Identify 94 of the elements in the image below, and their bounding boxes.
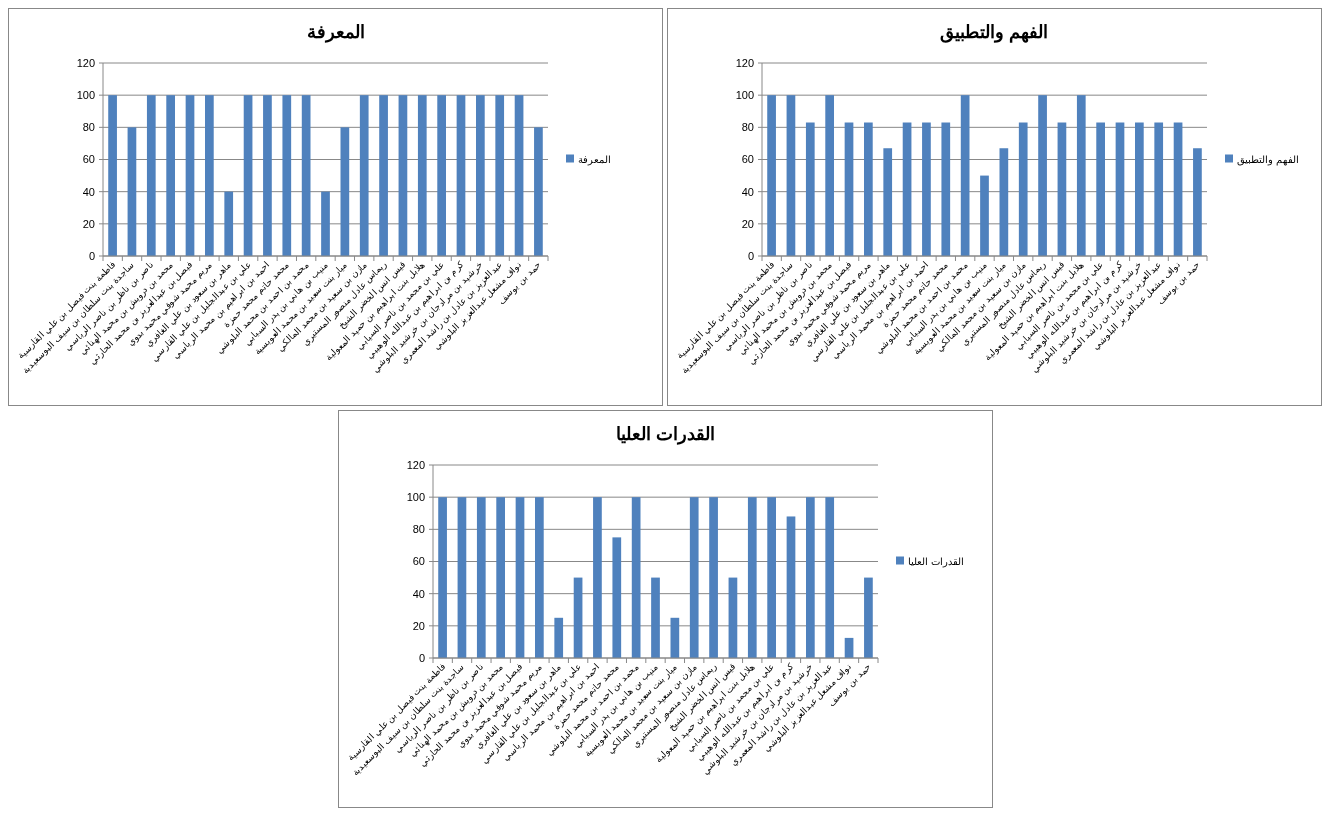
- bar: [767, 95, 776, 256]
- bar: [417, 95, 427, 256]
- bar: [398, 95, 408, 256]
- y-tick-label: 120: [406, 458, 425, 471]
- bar: [1134, 122, 1144, 256]
- bar: [457, 497, 467, 658]
- bar: [437, 95, 446, 256]
- bar: [1096, 122, 1105, 256]
- bar: [825, 95, 835, 256]
- y-tick-label: 100: [76, 89, 95, 102]
- bar: [883, 148, 893, 256]
- bar: [476, 497, 486, 658]
- bar: [651, 577, 660, 658]
- y-tick-label: 60: [82, 153, 95, 166]
- y-tick-label: 0: [418, 651, 425, 664]
- bar: [301, 95, 311, 256]
- y-tick-label: 100: [406, 491, 425, 504]
- bar: [689, 497, 699, 658]
- y-tick-label: 80: [82, 121, 95, 134]
- bar: [515, 497, 525, 658]
- bar: [535, 497, 544, 658]
- bar: [728, 577, 738, 658]
- bar: [631, 497, 641, 658]
- legend-label: القدرات العليا: [908, 555, 964, 568]
- bar: [1018, 122, 1028, 256]
- bar: [1057, 122, 1067, 256]
- bar: [282, 95, 292, 256]
- bar: [941, 122, 951, 256]
- y-tick-label: 120: [76, 56, 95, 69]
- y-tick-label: 120: [735, 56, 754, 69]
- bar: [108, 95, 117, 256]
- bar: [263, 95, 272, 256]
- bar: [379, 95, 388, 256]
- bar: [1193, 148, 1202, 256]
- chart-title: الفهم والتطبيق: [940, 22, 1049, 43]
- bar: [321, 191, 330, 256]
- bar: [805, 122, 815, 256]
- y-tick-label: 40: [741, 185, 754, 198]
- y-tick-label: 80: [741, 121, 754, 134]
- chart-title: المعرفة: [306, 22, 365, 43]
- bar: [534, 127, 543, 256]
- bar: [922, 122, 931, 256]
- bar: [709, 497, 718, 658]
- bar: [786, 516, 796, 658]
- y-tick-label: 20: [82, 217, 95, 230]
- bar: [864, 122, 873, 256]
- bar: [224, 191, 234, 256]
- bar: [786, 95, 796, 256]
- bar: [980, 175, 989, 256]
- y-tick-label: 40: [82, 185, 95, 198]
- bar: [554, 617, 564, 658]
- bar: [359, 95, 369, 256]
- bar: [476, 95, 485, 256]
- bar: [205, 95, 214, 256]
- y-tick-label: 0: [88, 249, 95, 262]
- bar: [243, 95, 253, 256]
- y-tick-label: 60: [741, 153, 754, 166]
- y-tick-label: 20: [412, 619, 425, 632]
- bar: [166, 95, 176, 256]
- bar: [612, 537, 622, 658]
- bar: [456, 95, 466, 256]
- bar: [438, 497, 447, 658]
- bar: [767, 497, 776, 658]
- bar: [1038, 95, 1047, 256]
- bar: [844, 122, 854, 256]
- legend-label: المعرفة: [578, 153, 611, 166]
- bar: [902, 122, 912, 256]
- bar: [1115, 122, 1125, 256]
- y-tick-label: 40: [412, 587, 425, 600]
- y-tick-label: 60: [412, 555, 425, 568]
- bar: [514, 95, 524, 256]
- bar: [496, 497, 506, 658]
- chart-title: القدرات العليا: [615, 424, 716, 445]
- bar: [1154, 122, 1164, 256]
- bar: [593, 497, 602, 658]
- bar: [185, 95, 195, 256]
- bar: [573, 577, 583, 658]
- bar: [495, 95, 505, 256]
- bar: [127, 127, 137, 256]
- bar: [340, 127, 350, 256]
- bar: [1076, 95, 1086, 256]
- bar: [747, 497, 757, 658]
- bar: [999, 148, 1009, 256]
- bar: [960, 95, 970, 256]
- bar: [806, 497, 815, 658]
- bar: [146, 95, 156, 256]
- legend-label: الفهم والتطبيق: [1237, 153, 1299, 166]
- y-tick-label: 0: [747, 249, 754, 262]
- bar: [1173, 122, 1183, 256]
- bar: [864, 577, 873, 658]
- y-tick-label: 100: [735, 89, 754, 102]
- y-tick-label: 20: [741, 217, 754, 230]
- y-tick-label: 80: [412, 523, 425, 536]
- bar: [825, 497, 835, 658]
